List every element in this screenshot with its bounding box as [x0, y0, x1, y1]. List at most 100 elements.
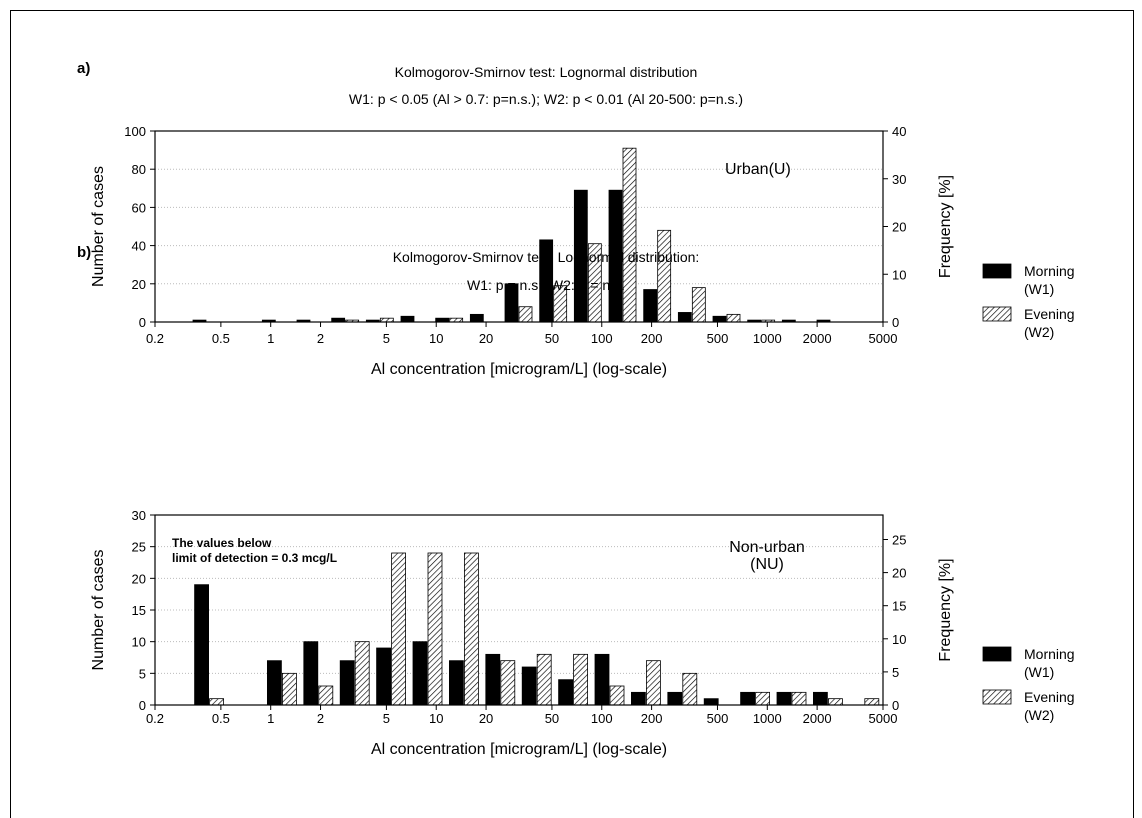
p2-bar-morning — [594, 653, 610, 706]
p2-y2-tick-label: 15 — [892, 599, 906, 614]
p1-x-tick-label: 50 — [545, 331, 559, 346]
p2-bar-evening — [864, 698, 880, 706]
p2-bar-evening — [391, 552, 407, 706]
p1-panel-label: a) — [77, 60, 90, 77]
p2-bar-evening — [463, 552, 479, 706]
p1-y2-axis-label: Frequency [%] — [937, 175, 954, 278]
p2-chart-subtitle: W1: p = n.s.; W2: p = n.s. — [467, 277, 625, 293]
p2-bar-evening — [682, 672, 698, 706]
p2-x-tick-label: 200 — [641, 711, 663, 726]
p2-bar-morning — [776, 691, 792, 706]
p2-y2-tick-label: 20 — [892, 566, 906, 581]
p1-bar-morning — [469, 313, 484, 323]
p1-legend-swatch-evening — [982, 306, 1012, 322]
p1-bar-morning — [712, 315, 727, 323]
p2-y-tick-label: 30 — [132, 508, 146, 523]
p2-y-tick-label: 10 — [132, 635, 146, 650]
p2-panel-label: b) — [77, 244, 91, 261]
p2-bar-evening — [646, 660, 661, 706]
p2-bar-evening — [573, 653, 588, 706]
p2-bar-evening — [427, 552, 443, 706]
p1-y-tick-label: 100 — [124, 124, 146, 139]
p1-chart-subtitle: W1: p < 0.05 (Al > 0.7: p=n.s.); W2: p <… — [349, 91, 743, 107]
p1-legend-label: Morning — [1024, 263, 1075, 279]
p1-x-tick-label: 5000 — [869, 331, 898, 346]
p2-y2-tick-label: 0 — [892, 698, 899, 713]
p2-bar-morning — [376, 647, 392, 706]
p2-bar-morning — [813, 691, 828, 706]
p2-y2-tick-label: 5 — [892, 665, 899, 680]
p1-bar-evening — [518, 306, 533, 323]
p2-bar-morning — [194, 584, 210, 706]
p1-x-tick-label: 0.2 — [146, 331, 164, 346]
p1-x-tick-label: 20 — [479, 331, 493, 346]
p2-y-tick-label: 15 — [132, 603, 146, 618]
p1-y-tick-label: 80 — [132, 162, 146, 177]
p2-bar-morning — [266, 660, 282, 706]
p2-bar-morning — [667, 691, 683, 706]
p1-y-tick-label: 40 — [132, 239, 146, 254]
p2-y2-tick-label: 25 — [892, 532, 906, 547]
p1-y2-tick-label: 40 — [892, 124, 906, 139]
p1-y-tick-label: 60 — [132, 200, 146, 215]
p2-bar-morning — [740, 691, 755, 706]
p2-legend-label: Evening — [1024, 689, 1075, 705]
p2-x-tick-label: 1000 — [753, 711, 782, 726]
p1-bar-evening — [622, 147, 637, 323]
p1-legend-sublabel: (W1) — [1024, 281, 1054, 297]
p2-y-tick-label: 0 — [139, 698, 146, 713]
p1-bar-morning — [677, 312, 692, 323]
p2-bar-morning — [558, 679, 573, 706]
p2-bar-morning — [448, 660, 464, 706]
p1-x-tick-label: 200 — [641, 331, 663, 346]
p1-y2-tick-label: 10 — [892, 267, 906, 282]
p2-bar-evening — [209, 698, 225, 706]
p2-bar-evening — [755, 691, 770, 706]
p1-legend-swatch-morning — [982, 263, 1012, 279]
p2-bar-evening — [609, 685, 625, 706]
p1-x-tick-label: 100 — [591, 331, 613, 346]
p1-bar-evening — [726, 313, 741, 323]
p2-chart-title: Kolmogorov-Smirnov test: Lognormal distr… — [393, 249, 700, 265]
p2-bar-morning — [412, 641, 428, 706]
p2-x-tick-label: 5000 — [869, 711, 898, 726]
p2-y-axis-label: Number of cases — [90, 550, 107, 671]
p2-bar-morning — [521, 666, 537, 706]
p2-plot-area — [154, 514, 884, 706]
p2-legend-sublabel: (W1) — [1024, 664, 1054, 680]
p1-bar-evening — [691, 287, 706, 323]
p2-bar-evening — [828, 698, 843, 706]
p2-x-axis-label: Al concentration [microgram/L] (log-scal… — [371, 741, 667, 758]
p2-bar-evening — [281, 672, 297, 706]
p2-x-tick-label: 2000 — [803, 711, 832, 726]
p1-bar-morning — [400, 315, 415, 323]
p2-bar-evening — [354, 641, 370, 706]
p2-bar-evening — [791, 691, 807, 706]
p1-y2-tick-label: 0 — [892, 315, 899, 330]
p2-bar-evening — [536, 653, 552, 706]
p2-y-tick-label: 5 — [139, 666, 146, 681]
p2-bar-morning — [631, 691, 646, 706]
p1-x-tick-label: 10 — [429, 331, 443, 346]
p1-y-tick-label: 0 — [139, 315, 146, 330]
p2-annotation: Non-urban — [729, 539, 805, 556]
p2-x-tick-label: 0.5 — [212, 711, 230, 726]
p1-x-tick-label: 2 — [317, 331, 324, 346]
p1-x-tick-label: 1000 — [753, 331, 782, 346]
p2-legend-label: Morning — [1024, 646, 1075, 662]
p1-plot-area — [154, 130, 884, 323]
p1-x-tick-label: 1 — [267, 331, 274, 346]
p2-bar-morning — [339, 660, 355, 706]
p2-x-tick-label: 50 — [545, 711, 559, 726]
p2-x-tick-label: 20 — [479, 711, 493, 726]
p1-y2-tick-label: 30 — [892, 172, 906, 187]
p2-x-tick-label: 10 — [429, 711, 443, 726]
p2-bar-morning — [303, 641, 319, 706]
p2-legend-sublabel: (W2) — [1024, 707, 1054, 723]
p2-x-tick-label: 1 — [267, 711, 274, 726]
p1-x-axis-label: Al concentration [microgram/L] (log-scal… — [371, 361, 667, 378]
p2-bar-morning — [703, 698, 719, 706]
p1-y-axis-label: Number of cases — [90, 166, 107, 287]
p1-bar-morning — [643, 289, 658, 323]
